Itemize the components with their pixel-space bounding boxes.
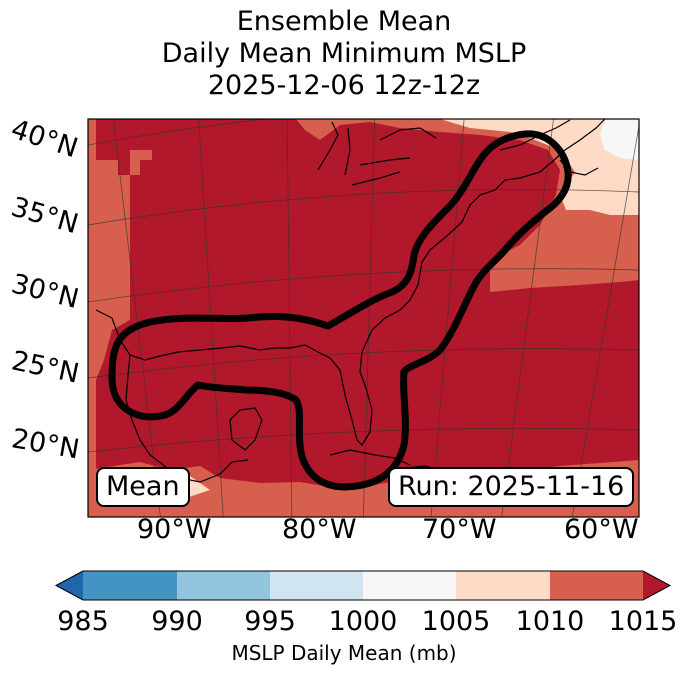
coastline-mexico [125,354,249,483]
colorbar-seg-1010-1015 [550,571,643,600]
colorbar-tick-985: 985 [57,606,109,637]
colorbar [54,570,672,601]
lon-label-60w: 60°W [564,514,639,545]
map-frame [87,118,640,518]
pressure-field-1010-west-2 [130,150,152,175]
graticule-lon-50 [501,119,554,517]
pressure-field-1000-northeast [600,119,639,160]
pressure-field-1010-west [88,119,130,517]
map-field [88,119,639,517]
colorbar-extend-high [643,571,670,600]
colorbar-outline [54,570,672,601]
graticule-lon-60 [430,119,465,517]
graticule-lat-30 [88,268,639,303]
colorbar-seg-995-1000 [270,571,363,600]
coastline-east [95,119,606,446]
colorbar-tick-995: 995 [244,606,296,637]
ensemble-outline-contour [108,130,572,491]
colorbar-seg-985-990 [83,571,177,600]
lon-label-70w: 70°W [422,514,497,545]
graticule-lon-70 [362,119,376,517]
colorbar-tick-990: 990 [151,606,203,637]
title-line-3: 2025-12-06 12z-12z [207,70,481,101]
graticule-lat-40 [88,119,271,146]
graticule-lat-20 [88,427,639,453]
colorbar-seg-1005-1010 [456,571,550,600]
colorbar-tick-1000: 1000 [328,606,398,637]
colorbar-tick-1015: 1015 [608,606,678,637]
coastline-yucatan [229,407,263,451]
colorbar-label: MSLP Daily Mean (mb) [231,641,457,665]
colorbar-seg-990-995 [177,571,270,600]
colorbar-tick-1010: 1010 [515,606,585,637]
lon-label-90w: 90°W [137,514,212,545]
pressure-field-1005-northeast [440,119,639,215]
graticule [88,119,639,517]
mean-label-box: Mean [96,467,190,507]
graticule-lon-100 [112,119,161,517]
graticule-lon-40 [571,123,639,517]
title-line-1: Ensemble Mean [236,6,452,37]
colorbar-seg-1000-1005 [363,571,456,600]
pressure-field-1010-north [296,119,639,292]
lon-label-80w: 80°W [282,514,357,545]
colorbar-extend-low [56,571,83,600]
colorbar-tick-1005: 1005 [421,606,491,637]
coastline-great-lakes [317,121,437,186]
title-line-2: Daily Mean Minimum MSLP [161,38,527,69]
run-date-label-box: Run: 2025-11-16 [388,467,635,507]
